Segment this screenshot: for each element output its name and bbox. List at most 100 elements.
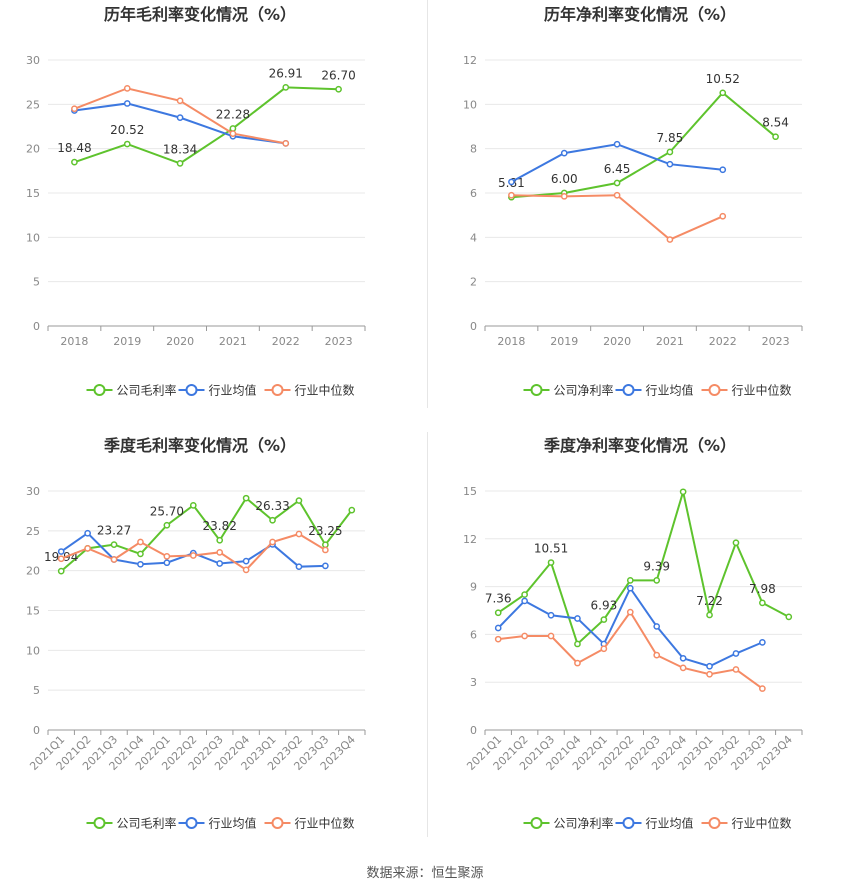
y-tick-label: 0 bbox=[470, 320, 477, 333]
data-point bbox=[163, 559, 171, 567]
data-point bbox=[719, 89, 727, 97]
data-point bbox=[242, 494, 250, 502]
legend-label: 行业中位数 bbox=[732, 816, 792, 831]
data-point bbox=[719, 166, 727, 174]
data-label: 8.54 bbox=[762, 116, 789, 130]
data-label: 7.85 bbox=[657, 131, 684, 145]
data-point bbox=[626, 584, 634, 592]
data-label: 26.91 bbox=[269, 66, 303, 80]
series-line-2 bbox=[511, 194, 724, 241]
legend-label: 行业中位数 bbox=[295, 383, 355, 398]
x-tick-label: 2022 bbox=[272, 335, 300, 348]
y-tick-label: 6 bbox=[470, 187, 477, 200]
legend-marker bbox=[530, 384, 543, 396]
data-point bbox=[613, 140, 621, 148]
data-point bbox=[494, 609, 502, 617]
data-point bbox=[679, 664, 687, 672]
x-tick-label: 2023 bbox=[325, 335, 353, 348]
x-tick-label: 2018 bbox=[497, 335, 525, 348]
y-tick-label: 10 bbox=[26, 231, 40, 244]
data-point bbox=[574, 640, 581, 648]
legend-label: 公司毛利率 bbox=[117, 816, 177, 831]
data-point bbox=[242, 566, 250, 574]
x-tick-label: 2020 bbox=[166, 335, 194, 348]
data-point bbox=[269, 538, 276, 546]
chart-title: 历年毛利率变化情况（%） bbox=[104, 5, 296, 24]
y-tick-label: 8 bbox=[470, 143, 477, 156]
series-line-0 bbox=[497, 491, 790, 646]
legend-label: 行业中位数 bbox=[295, 816, 355, 831]
data-point bbox=[521, 632, 528, 640]
data-point bbox=[521, 597, 528, 605]
data-label: 9.39 bbox=[643, 559, 670, 573]
data-point bbox=[242, 557, 250, 565]
data-point bbox=[679, 488, 687, 496]
data-point bbox=[732, 539, 740, 547]
y-tick-label: 20 bbox=[26, 565, 40, 578]
data-point bbox=[494, 635, 502, 643]
data-point bbox=[110, 541, 118, 548]
data-point bbox=[123, 140, 131, 148]
data-label: 22.28 bbox=[216, 107, 250, 121]
legend-marker bbox=[271, 817, 284, 829]
data-point bbox=[547, 611, 555, 619]
data-point bbox=[613, 191, 621, 199]
data-point bbox=[137, 550, 144, 558]
data-label: 7.22 bbox=[696, 594, 723, 608]
data-point bbox=[547, 559, 555, 566]
data-point bbox=[732, 650, 740, 657]
series-line-0 bbox=[511, 91, 777, 199]
y-tick-label: 10 bbox=[463, 98, 477, 111]
y-tick-label: 5 bbox=[33, 684, 40, 697]
series-line-2 bbox=[498, 610, 763, 690]
data-point bbox=[295, 530, 303, 538]
data-point bbox=[322, 562, 329, 570]
legend-marker bbox=[271, 384, 284, 396]
data-point bbox=[719, 212, 727, 220]
legend-marker bbox=[622, 817, 635, 829]
data-point bbox=[653, 577, 661, 584]
chart-title: 季度毛利率变化情况（%） bbox=[103, 436, 296, 455]
data-point bbox=[57, 548, 65, 555]
data-point bbox=[110, 556, 118, 563]
data-point bbox=[71, 105, 78, 113]
x-tick-label: 2019 bbox=[550, 335, 578, 348]
data-label: 6.45 bbox=[604, 162, 631, 176]
data-point bbox=[123, 85, 131, 92]
data-point bbox=[348, 506, 356, 514]
data-point bbox=[176, 114, 184, 121]
y-tick-label: 30 bbox=[26, 54, 40, 67]
y-tick-label: 5 bbox=[33, 276, 40, 289]
data-label: 23.82 bbox=[203, 519, 237, 533]
data-label: 25.70 bbox=[150, 504, 184, 518]
x-tick-label: 2022 bbox=[709, 335, 737, 348]
y-tick-label: 15 bbox=[463, 485, 477, 498]
data-point bbox=[322, 541, 329, 549]
data-label: 26.33 bbox=[255, 499, 289, 513]
legend-marker bbox=[708, 384, 721, 396]
y-tick-label: 0 bbox=[33, 724, 40, 737]
legend-label: 公司净利率 bbox=[554, 383, 614, 398]
data-point bbox=[679, 654, 687, 662]
data-label: 6.00 bbox=[551, 172, 578, 186]
data-point bbox=[295, 563, 303, 571]
data-point bbox=[189, 501, 197, 509]
data-point bbox=[613, 179, 621, 187]
panel-divider-bottom bbox=[427, 432, 428, 837]
data-point bbox=[732, 666, 740, 673]
data-point bbox=[295, 497, 303, 504]
legend-label: 行业均值 bbox=[646, 383, 694, 398]
data-point bbox=[574, 659, 581, 667]
data-point bbox=[626, 577, 634, 584]
y-tick-label: 25 bbox=[26, 525, 40, 538]
chart-title: 季度净利率变化情况（%） bbox=[543, 436, 736, 455]
data-point bbox=[137, 538, 144, 546]
x-tick-label: 2021 bbox=[219, 335, 247, 348]
panel-divider-top bbox=[427, 0, 428, 408]
charts-canvas: 历年毛利率变化情况（%） 0 5 10 15 20 25 30 2018 2019 2020 2021… bbox=[26, 5, 803, 831]
data-label: 10.51 bbox=[534, 542, 568, 556]
y-tick-label: 9 bbox=[470, 581, 477, 594]
legend-label: 行业中位数 bbox=[732, 383, 792, 398]
data-label: 26.70 bbox=[321, 68, 355, 82]
legend-label: 公司毛利率 bbox=[117, 383, 177, 398]
